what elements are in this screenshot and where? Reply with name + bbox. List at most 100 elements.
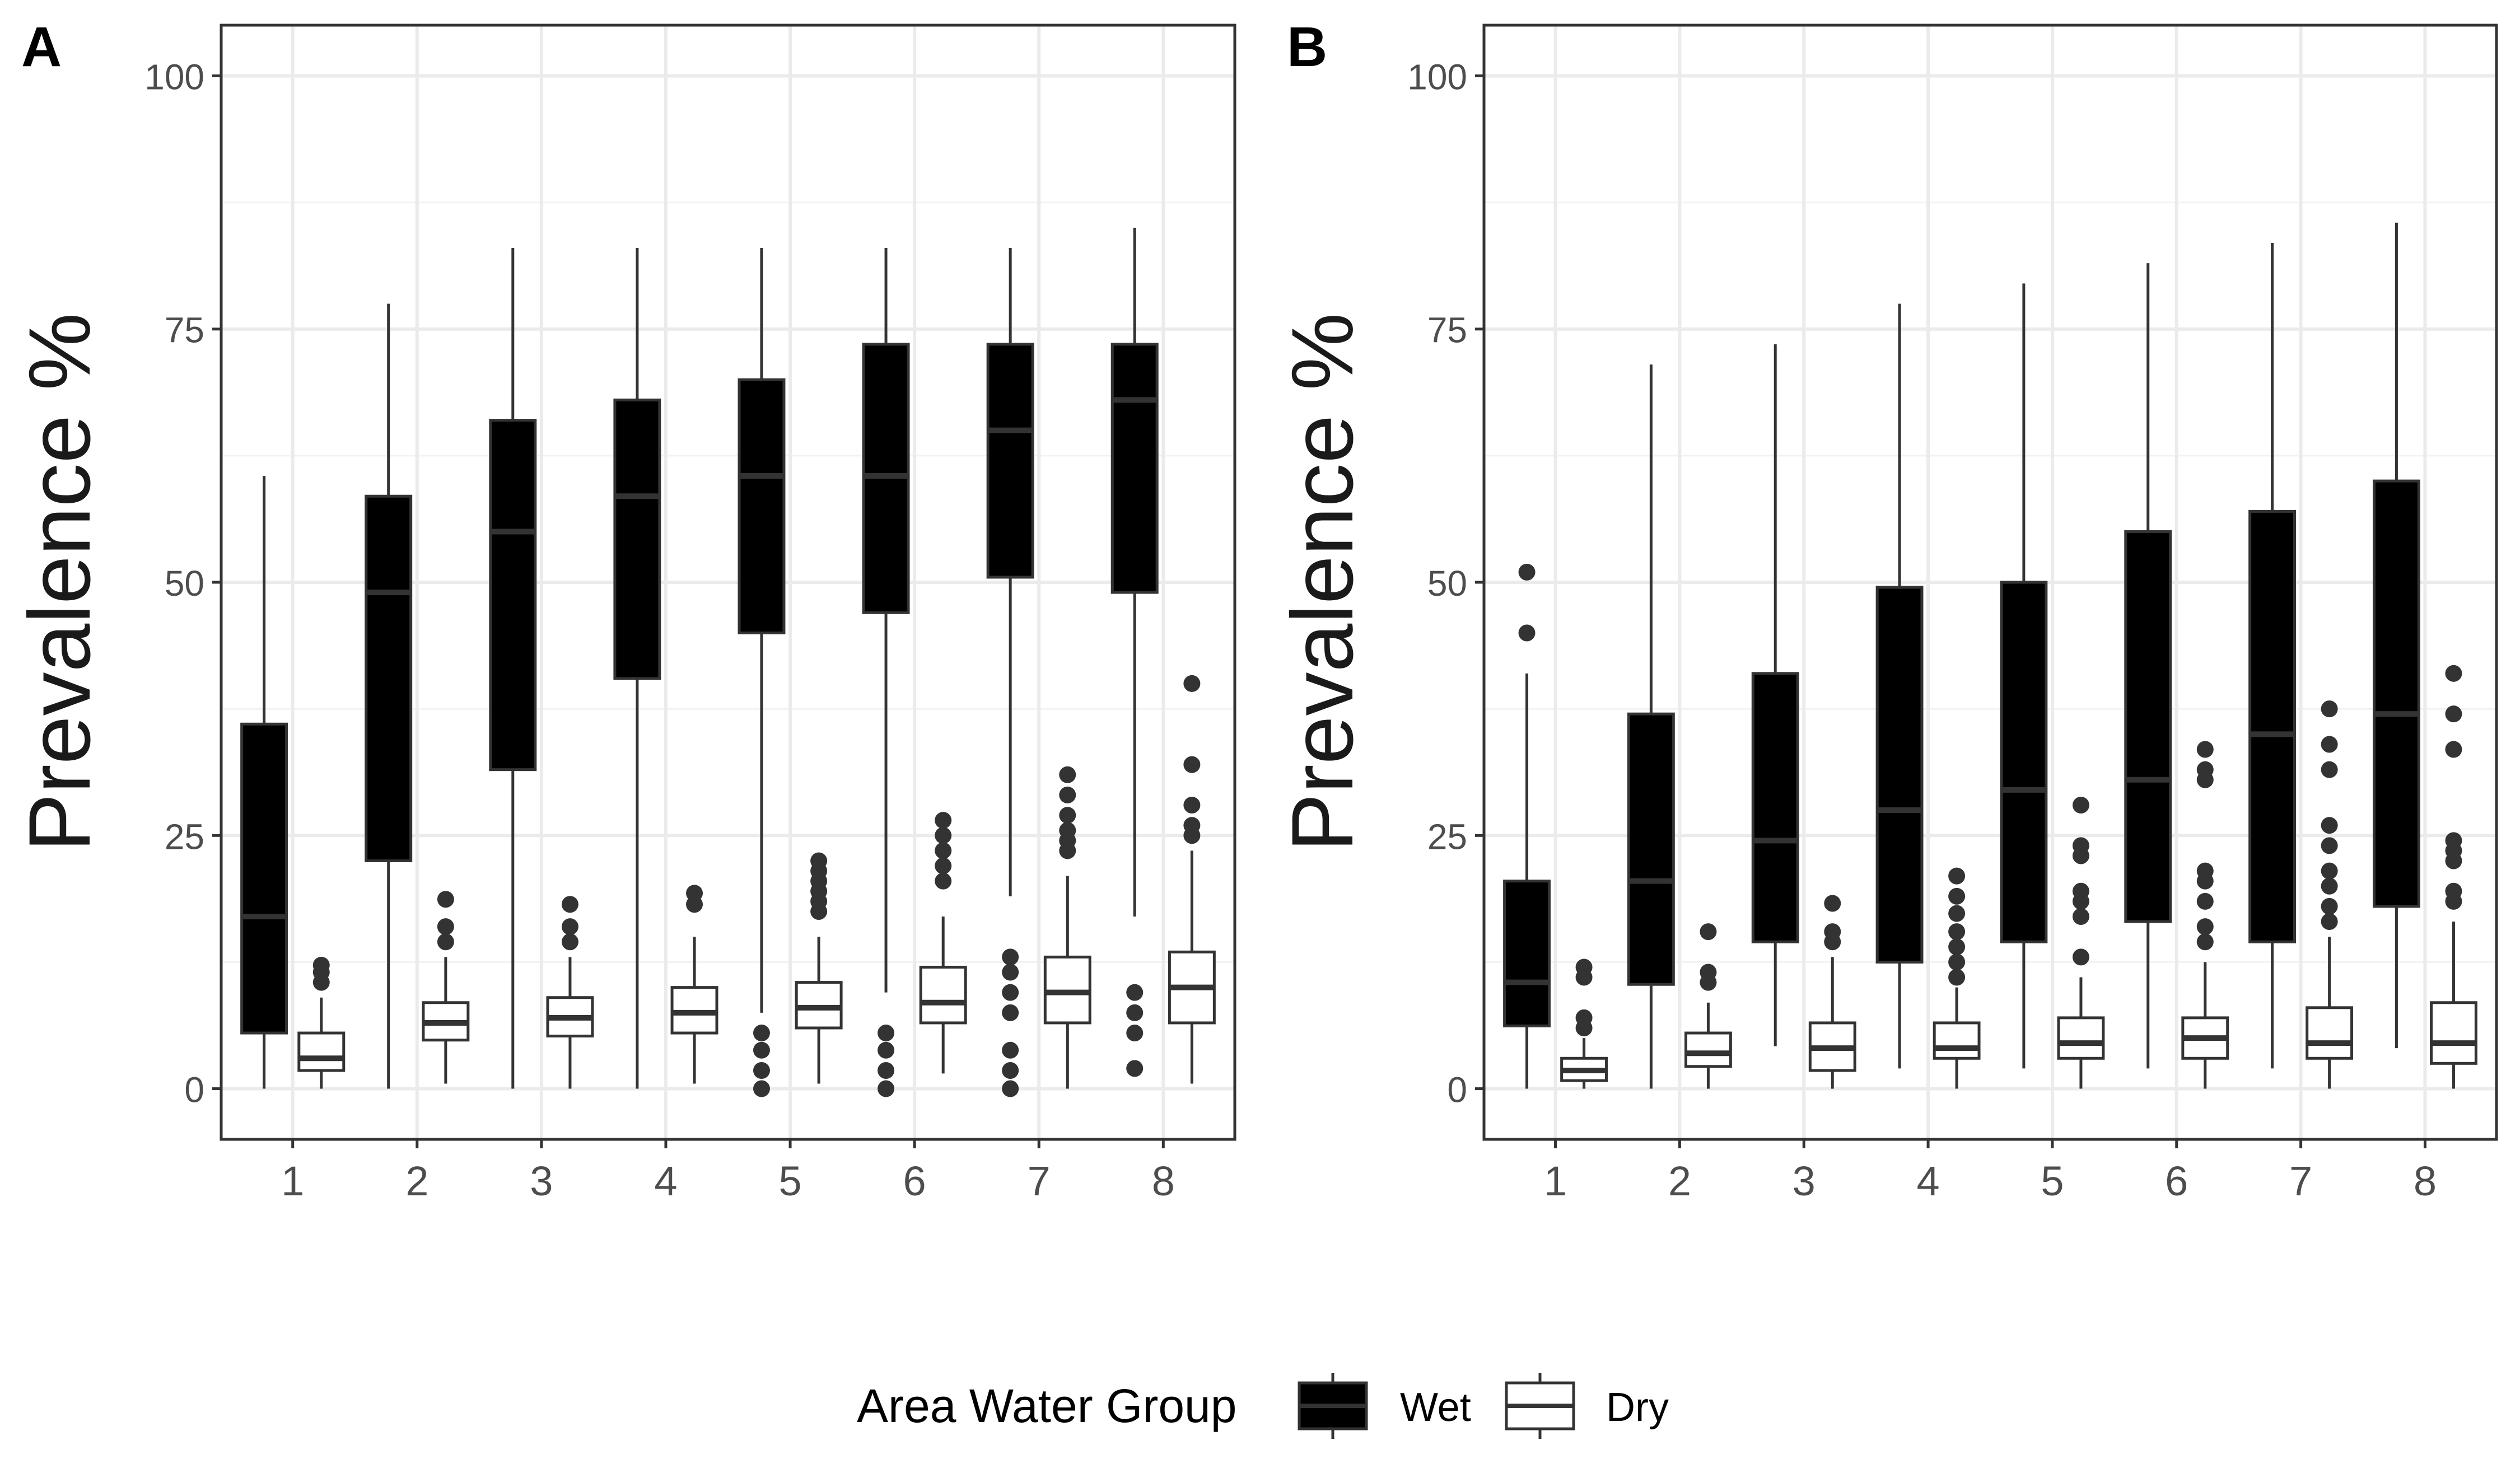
box: [2057, 1016, 2105, 1060]
box: [1627, 712, 1675, 986]
box: [365, 494, 413, 862]
box-dry-5: [795, 852, 843, 1084]
legend-label-wet: Wet: [1400, 1385, 1471, 1430]
outlier-point: [1059, 822, 1076, 839]
box-wet-8: [1110, 227, 1159, 1077]
outlier-point: [1518, 624, 1536, 642]
box: [613, 398, 661, 680]
y-tick-label: 50: [165, 563, 204, 604]
outlier-point: [878, 1025, 895, 1042]
box: [2248, 509, 2297, 943]
outlier-point: [1002, 1004, 1019, 1021]
outlier-point: [561, 918, 578, 936]
box: [738, 378, 786, 634]
outlier-point: [2196, 741, 2214, 758]
box: [986, 343, 1034, 579]
outlier-point: [1059, 786, 1076, 803]
outlier-point: [2321, 736, 2338, 753]
box-dry-8: [2430, 665, 2477, 1089]
series-wet: [1503, 222, 2420, 1089]
y-tick-label: 100: [144, 57, 204, 97]
x-tick-label: 2: [405, 1158, 428, 1204]
outlier-point: [753, 1025, 770, 1042]
legend-keys: Wet Dry: [1298, 1373, 1669, 1439]
outlier-point: [2196, 862, 2214, 880]
outlier-point: [1824, 923, 1841, 941]
series-dry: [297, 675, 1216, 1089]
panel-b: 0 25 50 75 100 1 2 3 4 5 6 7 8 Prevalence % B: [1274, 16, 2498, 1204]
box-wet-8: [2372, 222, 2420, 1049]
panel-label: B: [1287, 16, 1327, 78]
box: [240, 722, 288, 1035]
outlier-point: [1700, 964, 1717, 981]
box: [2306, 1006, 2354, 1060]
box-wet-2: [1627, 364, 1675, 1089]
outlier-point: [2321, 817, 2338, 834]
outlier-point: [2321, 837, 2338, 854]
box-wet-3: [1751, 344, 1799, 1046]
y-tick-label: 75: [165, 310, 204, 350]
box: [2372, 479, 2420, 908]
outlier-point: [2445, 832, 2462, 849]
legend-title: Area Water Group: [857, 1380, 1236, 1432]
outlier-point: [2196, 892, 2214, 910]
y-tick-label: 0: [184, 1070, 204, 1110]
outlier-point: [878, 1062, 895, 1079]
outlier-point: [1002, 984, 1019, 1001]
outlier-point: [1002, 948, 1019, 966]
outlier-point: [935, 812, 952, 829]
y-tick-label: 75: [1427, 310, 1467, 350]
x-tick-label: 3: [1793, 1158, 1816, 1204]
outlier-point: [1948, 923, 1966, 941]
box-wet-4: [1875, 303, 1924, 1069]
outlier-point: [1700, 923, 1717, 941]
x-tick-label: 6: [903, 1158, 926, 1204]
outlier-point: [437, 933, 454, 951]
outlier-point: [1126, 984, 1144, 1001]
outlier-point: [2445, 705, 2462, 723]
outlier-point: [878, 1041, 895, 1059]
outlier-point: [1183, 675, 1201, 692]
outlier-point: [2321, 761, 2338, 778]
outlier-point: [1948, 887, 1966, 905]
box-dry-1: [297, 956, 346, 1089]
outlier-point: [1518, 563, 1536, 581]
outlier-point: [1183, 797, 1201, 814]
box-wet-7: [986, 248, 1034, 1097]
outlier-point: [2321, 877, 2338, 895]
outlier-point: [1948, 867, 1966, 885]
box-wet-3: [489, 248, 537, 1089]
outlier-point: [2196, 761, 2214, 778]
outlier-point: [1126, 1060, 1144, 1077]
outlier-point: [2196, 933, 2214, 951]
box: [2430, 1001, 2477, 1065]
box: [1684, 1031, 1732, 1068]
box-wet-6: [2124, 263, 2172, 1069]
outlier-point: [561, 896, 578, 913]
x-tick-label: 8: [2414, 1158, 2437, 1204]
outlier-point: [1002, 1041, 1019, 1059]
y-tick-label: 100: [1407, 57, 1467, 97]
x-tick-label: 8: [1152, 1158, 1175, 1204]
box-dry-8: [1168, 675, 1216, 1084]
box-dry-5: [2057, 797, 2105, 1089]
outlier-point: [2321, 897, 2338, 915]
outlier-point: [753, 1080, 770, 1097]
box-wet-5: [2000, 283, 2048, 1069]
box-dry-4: [1933, 867, 1981, 1089]
outlier-point: [1002, 964, 1019, 981]
outlier-point: [312, 956, 330, 974]
box-wet-2: [365, 303, 413, 1089]
outlier-point: [935, 827, 952, 844]
panel-label: A: [21, 16, 62, 78]
box-dry-7: [1043, 766, 1091, 1089]
x-tick-label: 4: [1917, 1158, 1940, 1204]
x-tick-label: 4: [654, 1158, 677, 1204]
outlier-point: [1126, 1004, 1144, 1021]
outlier-point: [1183, 756, 1201, 773]
y-tick-label: 25: [1427, 816, 1467, 857]
outlier-point: [2196, 918, 2214, 936]
outlier-point: [935, 872, 952, 890]
